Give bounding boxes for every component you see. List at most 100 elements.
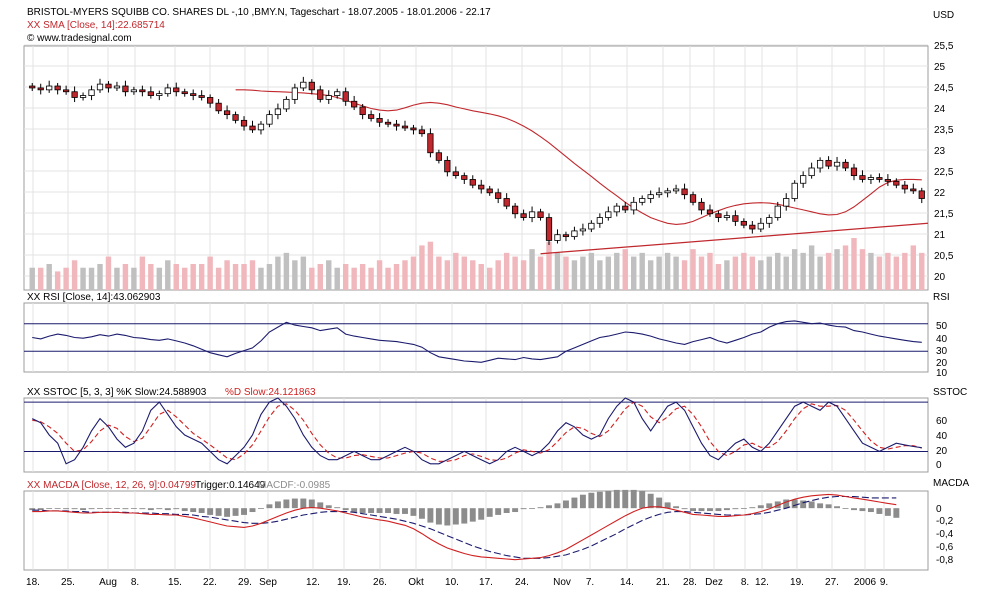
candle-body [376, 118, 383, 123]
x-tick-label: 9. [880, 577, 888, 588]
volume-bar [605, 256, 612, 290]
candle-body [495, 192, 502, 199]
macd-histogram-bar [283, 499, 290, 509]
macd-tick-label: -0,2 [936, 516, 954, 527]
macd-histogram-bar [113, 508, 120, 509]
volume-bar [215, 267, 222, 290]
candle-body [478, 184, 485, 190]
candle-body [274, 108, 282, 116]
macd-histogram-bar [605, 490, 612, 509]
macd-histogram-bar [825, 504, 832, 509]
candle-body [672, 188, 680, 192]
macd-histogram-bar [749, 507, 756, 509]
volume-bar [156, 267, 163, 290]
macd-histogram-bar [732, 508, 739, 510]
candle-body [88, 89, 95, 96]
macd-histogram-bar [402, 508, 408, 514]
macd-histogram-bar [571, 497, 578, 509]
candle-body [283, 98, 290, 110]
candle-body [232, 114, 239, 121]
candle-body [503, 198, 510, 207]
macd-histogram-bar [249, 508, 256, 513]
x-tick-label: 12. [306, 577, 320, 588]
price-tick-label: 21,5 [934, 209, 954, 220]
stoch-panel-label-k: XX SSTOC [5, 3, 3] %K Slow:24.588903 [27, 387, 207, 398]
candle-body [630, 201, 637, 211]
candle-body [791, 182, 798, 199]
volume-bar [232, 264, 239, 290]
macd-histogram-bar [241, 508, 247, 515]
macd-histogram-bar [325, 505, 332, 509]
macd-histogram-bar [842, 508, 849, 509]
x-tick-label: 14. [620, 577, 634, 588]
macd-histogram-bar [893, 508, 900, 518]
volume-bar [444, 260, 451, 290]
volume-bar [597, 260, 603, 290]
macd-histogram-bar [368, 508, 375, 513]
panel-frame [23, 302, 929, 373]
rsi-tick-label: 10 [936, 368, 948, 379]
macd-tick-label: 0 [936, 504, 942, 515]
macd-histogram-bar [834, 506, 841, 509]
macd-histogram-bar [139, 508, 146, 510]
volume-bar [309, 267, 315, 290]
candle-body [783, 198, 790, 207]
price-tick-label: 22,5 [934, 167, 954, 178]
candle-body [359, 106, 366, 116]
candle-body [223, 110, 231, 116]
candle-body [664, 190, 671, 194]
candle-body [698, 201, 705, 211]
macd-histogram-bar [503, 508, 510, 513]
volume-bar [292, 260, 298, 290]
candle-body [266, 114, 273, 125]
candle-body [816, 159, 824, 169]
stoch-tick-label: 20 [936, 446, 948, 457]
candle-body [715, 213, 722, 218]
macd-histogram-bar [215, 508, 222, 516]
candle-body [842, 161, 849, 169]
candle-body [545, 217, 553, 241]
candle-body [240, 119, 248, 127]
volume-bar [190, 264, 196, 290]
macd-histogram-bar [757, 505, 764, 509]
stoch-panel-tag: SSTOC [933, 387, 967, 398]
x-tick-label: 29. [238, 577, 252, 588]
header-title: BRISTOL-MYERS SQUIBB CO. SHARES DL -,10 … [27, 7, 491, 18]
rsi-panel-tag: RSI [933, 292, 950, 303]
candle-body [71, 91, 78, 98]
volume-bar [724, 260, 730, 290]
macd-histogram-bar [385, 508, 392, 513]
macd-histogram-bar [512, 508, 519, 513]
macd-histogram-bar [800, 500, 807, 509]
candle-body [130, 89, 138, 93]
volume-bar [800, 252, 806, 290]
macd-histogram-bar [596, 491, 603, 509]
candle-body [113, 85, 121, 89]
macd-histogram-bar [469, 508, 476, 522]
candle-body [63, 89, 70, 93]
volume-bar [173, 264, 179, 290]
volume-bar [241, 264, 247, 290]
macd-histogram-bar [105, 508, 112, 509]
volume-bar [461, 256, 468, 290]
volume-bar [275, 256, 281, 290]
candle-body [46, 85, 53, 91]
candle-body [867, 177, 875, 180]
volume-bar [775, 252, 781, 290]
volume-bar [131, 267, 137, 290]
macd-trigger-line [32, 495, 897, 559]
macd-tick-label: -0,6 [936, 542, 954, 553]
volume-bar [808, 245, 815, 290]
candle-body [461, 175, 468, 180]
macd-histogram-bar [529, 508, 536, 509]
volume-bar [410, 256, 417, 290]
macd-histogram-bar [876, 508, 883, 514]
volume-bar [791, 249, 798, 290]
x-tick-label: 18. [26, 577, 40, 588]
candle-body [749, 224, 756, 230]
macd-histogram-bar [173, 508, 180, 510]
candle-body [639, 198, 646, 203]
candle-body [291, 87, 298, 100]
macd-histogram-bar [461, 508, 468, 524]
grid-layer [23, 44, 929, 571]
